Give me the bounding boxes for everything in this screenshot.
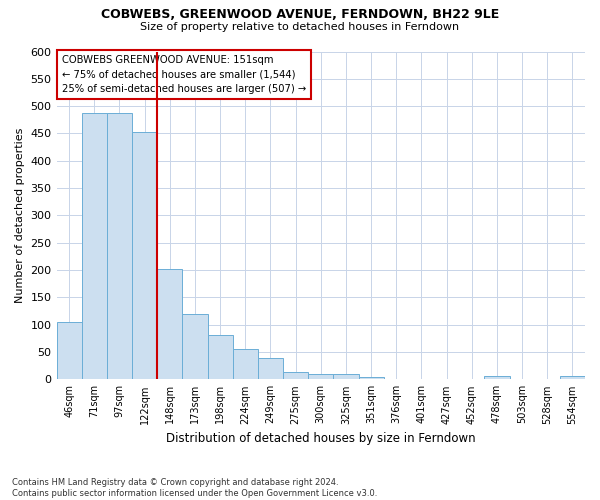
Bar: [208, 334, 233, 380]
Text: COBWEBS, GREENWOOD AVENUE, FERNDOWN, BH22 9LE: COBWEBS, GREENWOOD AVENUE, FERNDOWN, BH2…: [101, 8, 499, 20]
Bar: [308, 374, 334, 380]
Bar: [132, 132, 157, 380]
Bar: [334, 374, 359, 380]
Bar: [383, 379, 409, 380]
Bar: [359, 377, 383, 380]
Bar: [560, 376, 585, 380]
Bar: [107, 113, 132, 380]
Text: Contains HM Land Registry data © Crown copyright and database right 2024.
Contai: Contains HM Land Registry data © Crown c…: [12, 478, 377, 498]
Bar: [182, 314, 208, 380]
Bar: [56, 322, 82, 380]
Text: COBWEBS GREENWOOD AVENUE: 151sqm
← 75% of detached houses are smaller (1,544)
25: COBWEBS GREENWOOD AVENUE: 151sqm ← 75% o…: [62, 55, 306, 94]
Bar: [484, 376, 509, 380]
Bar: [258, 358, 283, 380]
Bar: [233, 348, 258, 380]
Bar: [283, 372, 308, 380]
Bar: [82, 113, 107, 380]
Bar: [157, 270, 182, 380]
Text: Size of property relative to detached houses in Ferndown: Size of property relative to detached ho…: [140, 22, 460, 32]
Bar: [409, 379, 434, 380]
Y-axis label: Number of detached properties: Number of detached properties: [15, 128, 25, 303]
Bar: [434, 379, 459, 380]
X-axis label: Distribution of detached houses by size in Ferndown: Distribution of detached houses by size …: [166, 432, 476, 445]
